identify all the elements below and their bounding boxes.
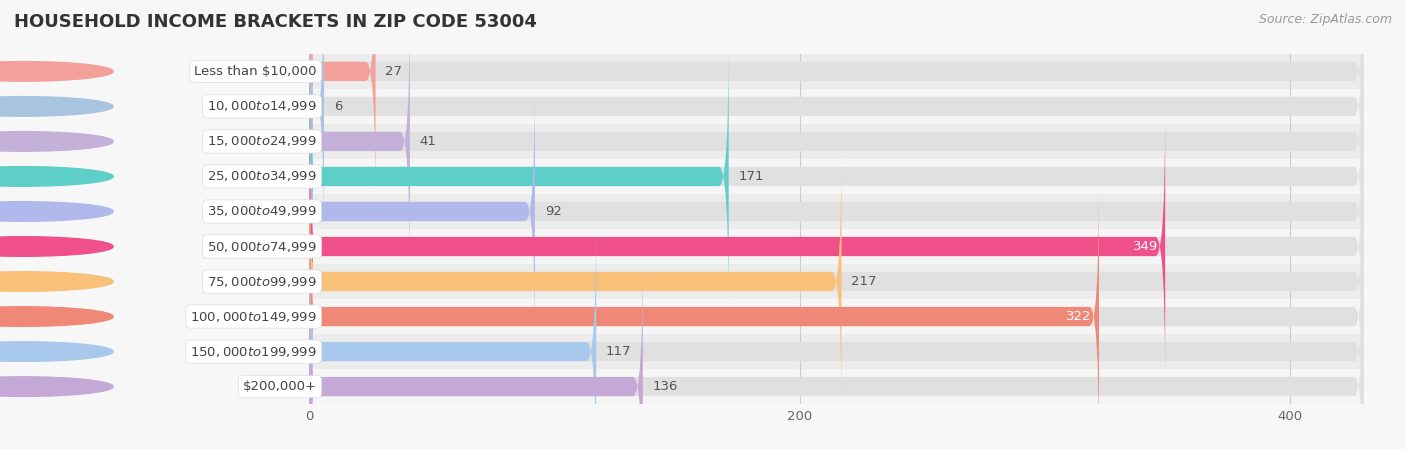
Text: $50,000 to $74,999: $50,000 to $74,999	[207, 239, 316, 254]
Circle shape	[0, 237, 112, 256]
Text: Less than $10,000: Less than $10,000	[194, 65, 316, 78]
FancyBboxPatch shape	[309, 0, 1364, 237]
FancyBboxPatch shape	[309, 264, 1364, 299]
Text: 217: 217	[851, 275, 877, 288]
FancyBboxPatch shape	[309, 124, 1364, 159]
FancyBboxPatch shape	[309, 0, 323, 237]
Text: $75,000 to $99,999: $75,000 to $99,999	[207, 274, 316, 289]
Text: $35,000 to $49,999: $35,000 to $49,999	[207, 204, 316, 219]
Text: 136: 136	[652, 380, 678, 393]
FancyBboxPatch shape	[309, 116, 1166, 377]
FancyBboxPatch shape	[309, 151, 841, 412]
Text: $10,000 to $14,999: $10,000 to $14,999	[207, 99, 316, 114]
Text: 171: 171	[738, 170, 763, 183]
Text: 41: 41	[419, 135, 436, 148]
FancyBboxPatch shape	[309, 54, 1364, 89]
Text: $200,000+: $200,000+	[243, 380, 316, 393]
FancyBboxPatch shape	[309, 256, 643, 449]
Text: HOUSEHOLD INCOME BRACKETS IN ZIP CODE 53004: HOUSEHOLD INCOME BRACKETS IN ZIP CODE 53…	[14, 13, 537, 31]
Circle shape	[0, 272, 112, 291]
Text: 92: 92	[544, 205, 561, 218]
Circle shape	[0, 377, 112, 396]
FancyBboxPatch shape	[309, 81, 1364, 342]
FancyBboxPatch shape	[309, 46, 728, 307]
FancyBboxPatch shape	[309, 369, 1364, 404]
Text: 322: 322	[1066, 310, 1091, 323]
FancyBboxPatch shape	[309, 186, 1364, 447]
Text: $150,000 to $199,999: $150,000 to $199,999	[190, 344, 316, 359]
Text: 349: 349	[1133, 240, 1157, 253]
Text: Source: ZipAtlas.com: Source: ZipAtlas.com	[1258, 13, 1392, 26]
FancyBboxPatch shape	[309, 151, 1364, 412]
FancyBboxPatch shape	[309, 299, 1364, 334]
FancyBboxPatch shape	[309, 194, 1364, 229]
FancyBboxPatch shape	[309, 11, 411, 272]
FancyBboxPatch shape	[309, 46, 1364, 307]
Circle shape	[0, 202, 112, 221]
Text: $25,000 to $34,999: $25,000 to $34,999	[207, 169, 316, 184]
Circle shape	[0, 307, 112, 326]
Text: 117: 117	[606, 345, 631, 358]
Text: $100,000 to $149,999: $100,000 to $149,999	[190, 309, 316, 324]
FancyBboxPatch shape	[309, 0, 375, 202]
Text: $15,000 to $24,999: $15,000 to $24,999	[207, 134, 316, 149]
FancyBboxPatch shape	[309, 116, 1364, 377]
FancyBboxPatch shape	[309, 229, 1364, 264]
FancyBboxPatch shape	[309, 0, 1364, 202]
FancyBboxPatch shape	[309, 221, 1364, 449]
FancyBboxPatch shape	[309, 221, 596, 449]
Circle shape	[0, 62, 112, 81]
FancyBboxPatch shape	[309, 81, 534, 342]
FancyBboxPatch shape	[309, 11, 1364, 272]
Circle shape	[0, 167, 112, 186]
Text: 27: 27	[385, 65, 402, 78]
FancyBboxPatch shape	[309, 256, 1364, 449]
FancyBboxPatch shape	[309, 186, 1099, 447]
Circle shape	[0, 97, 112, 116]
Circle shape	[0, 132, 112, 151]
FancyBboxPatch shape	[309, 159, 1364, 194]
FancyBboxPatch shape	[309, 334, 1364, 369]
Circle shape	[0, 342, 112, 361]
Text: 6: 6	[333, 100, 342, 113]
FancyBboxPatch shape	[309, 89, 1364, 124]
